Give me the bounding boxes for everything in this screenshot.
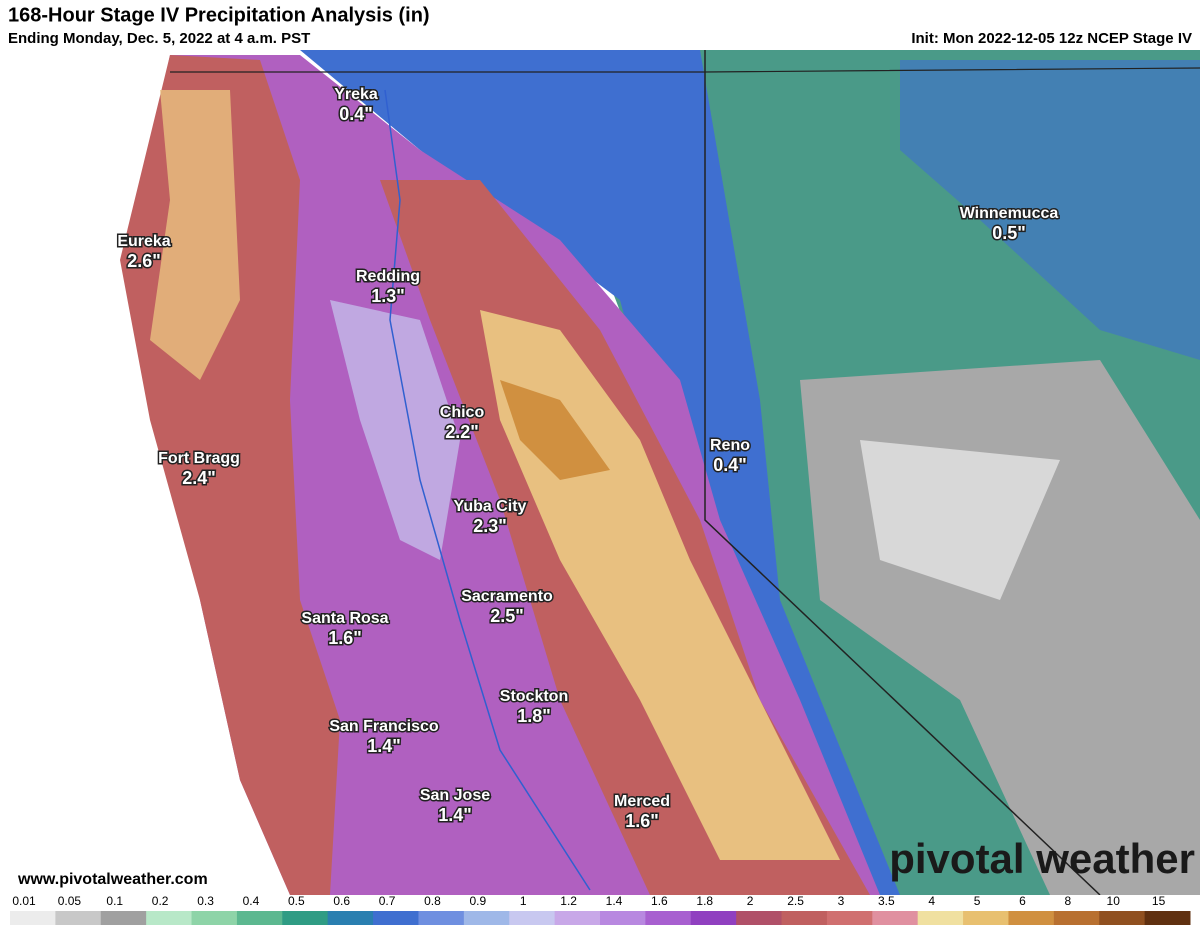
colorbar-swatch (418, 911, 465, 925)
colorbar-label: 1.8 (696, 894, 713, 908)
colorbar-swatch (1053, 911, 1100, 925)
city-name: Yreka (334, 86, 378, 103)
colorbar-swatch (736, 911, 783, 925)
colorbar-label: 0.9 (470, 894, 487, 908)
city-value: 1.8" (517, 706, 551, 726)
city-name: San Jose (420, 787, 490, 804)
colorbar-label: 0.1 (106, 894, 123, 908)
colorbar-swatch (690, 911, 737, 925)
init-time: Init: Mon 2022-12-05 12z NCEP Stage IV (911, 30, 1192, 47)
city-value: 2.5" (490, 606, 524, 626)
colorbar-swatch (191, 911, 238, 925)
colorbar-swatch (1099, 911, 1146, 925)
city-name: Winnemucca (960, 205, 1059, 222)
city-value: 1.4" (367, 736, 401, 756)
colorbar-swatch (100, 911, 147, 925)
colorbar-swatch (872, 911, 919, 925)
colorbar-label: 10 (1107, 894, 1121, 908)
colorbar-label: 1.4 (606, 894, 623, 908)
colorbar-label: 3.5 (878, 894, 895, 908)
colorbar-swatch (645, 911, 692, 925)
colorbar-swatch (826, 911, 873, 925)
colorbar-label: 3 (838, 894, 845, 908)
colorbar-label: 6 (1019, 894, 1026, 908)
subtitle: Ending Monday, Dec. 5, 2022 at 4 a.m. PS… (8, 30, 310, 47)
city-name: Stockton (500, 688, 568, 705)
city-value: 0.4" (339, 104, 373, 124)
colorbar-swatch (554, 911, 601, 925)
colorbar-swatch (509, 911, 556, 925)
colorbar-swatch (963, 911, 1009, 925)
city-value: 2.2" (445, 422, 479, 442)
colorbar-label: 8 (1065, 894, 1072, 908)
colorbar-swatch (781, 911, 828, 925)
colorbar-swatch (10, 911, 56, 925)
colorbar-label: 0.5 (288, 894, 305, 908)
colorbar-label: 1 (520, 894, 527, 908)
city-value: 2.3" (473, 516, 507, 536)
colorbar-swatch (236, 911, 283, 925)
colorbar-swatch (917, 911, 964, 925)
city-name: Merced (614, 793, 670, 810)
city-name: San Francisco (329, 718, 439, 735)
colorbar-label: 0.4 (243, 894, 260, 908)
city-value: 1.3" (371, 286, 405, 306)
city-name: Chico (440, 404, 485, 421)
city-value: 0.5" (992, 223, 1026, 243)
city-name: Redding (356, 268, 420, 285)
city-name: Reno (710, 437, 750, 454)
colorbar-swatch (146, 911, 193, 925)
colorbar-label: 5 (974, 894, 981, 908)
colorbar-label: 0.7 (379, 894, 396, 908)
title: 168-Hour Stage IV Precipitation Analysis… (8, 4, 430, 26)
city-value: 2.4" (182, 468, 216, 488)
city-value: 0.4" (713, 455, 747, 475)
city-name: Santa Rosa (301, 610, 388, 627)
city-name: Eureka (117, 233, 170, 250)
watermark: pivotal weather (889, 835, 1195, 882)
colorbar-label: 1.2 (560, 894, 577, 908)
river (384, 89, 591, 891)
colorbar-label: 0.01 (12, 894, 36, 908)
colorbar-swatch (327, 911, 374, 925)
city-value: 2.6" (127, 251, 161, 271)
city-name: Fort Bragg (158, 450, 240, 467)
colorbar-label: 15 (1152, 894, 1166, 908)
colorbar-swatch (55, 911, 102, 925)
precip-field (120, 50, 1200, 895)
colorbar-label: 0.2 (152, 894, 169, 908)
website: www.pivotalweather.com (17, 871, 208, 888)
colorbar-label: 0.05 (58, 894, 82, 908)
city-value: 1.6" (625, 811, 659, 831)
colorbar-label: 0.6 (333, 894, 350, 908)
colorbar-swatch (282, 911, 329, 925)
city-value: 1.6" (328, 628, 362, 648)
colorbar-label: 4 (928, 894, 935, 908)
colorbar-label: 2.5 (787, 894, 804, 908)
colorbar-swatch (463, 911, 510, 925)
colorbar-label: 0.3 (197, 894, 214, 908)
city-name: Yuba City (454, 498, 527, 515)
colorbar-swatch (1008, 911, 1055, 925)
colorbar-swatch (600, 911, 646, 925)
colorbar-label: 0.8 (424, 894, 441, 908)
colorbar-swatch (373, 911, 419, 925)
colorbar-label: 1.6 (651, 894, 668, 908)
colorbar-label: 2 (747, 894, 754, 908)
city-value: 1.4" (438, 805, 472, 825)
state-border (170, 67, 1200, 73)
colorbar-swatch (1144, 911, 1191, 925)
state-border (704, 50, 1101, 896)
city-name: Sacramento (461, 588, 553, 605)
